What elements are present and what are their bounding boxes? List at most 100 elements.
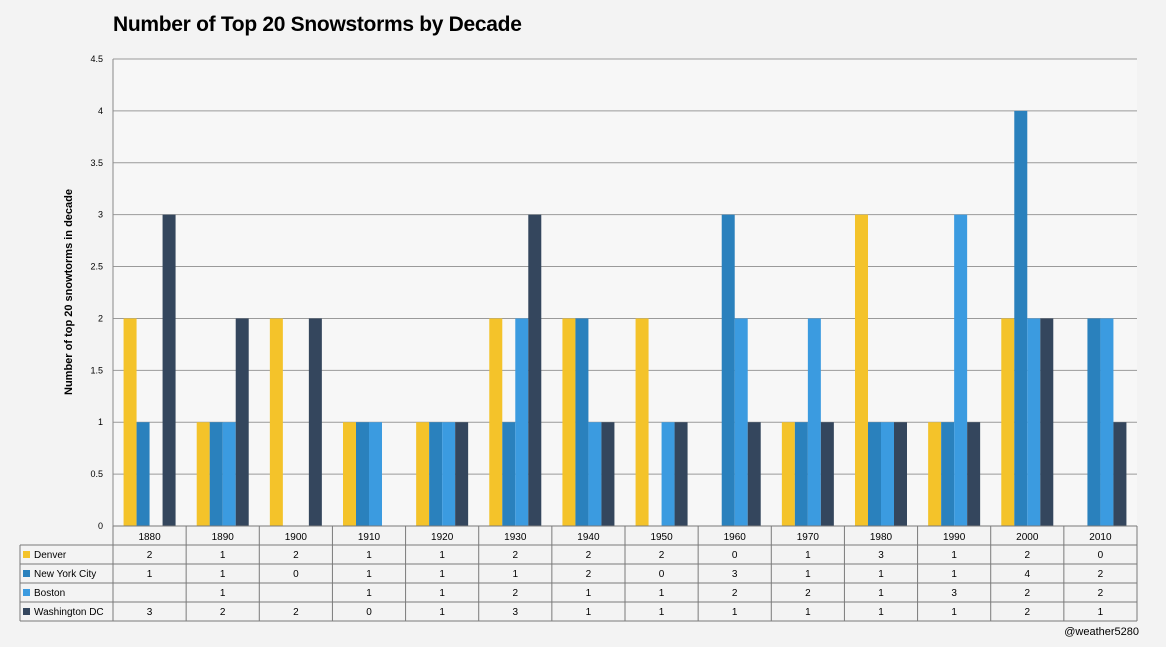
data-label: 3 — [878, 550, 884, 561]
data-label: 1 — [1098, 607, 1104, 618]
bar — [1087, 318, 1101, 526]
y-tick-label: 4 — [98, 106, 103, 116]
data-label: 1 — [805, 569, 811, 580]
data-label: 2 — [586, 569, 592, 580]
data-label: 4 — [1025, 569, 1031, 580]
data-label: 3 — [951, 588, 957, 599]
data-label: 1 — [220, 550, 226, 561]
bar — [575, 318, 589, 526]
data-label: 3 — [147, 607, 153, 618]
y-tick-label: 1 — [98, 417, 103, 427]
x-tick-label: 1930 — [504, 532, 527, 543]
legend-label: Denver — [34, 550, 67, 561]
data-label: 2 — [293, 550, 299, 561]
bar — [136, 422, 150, 526]
bar — [635, 318, 649, 526]
y-tick-label: 2.5 — [90, 262, 103, 272]
bar — [894, 422, 907, 526]
data-label: 0 — [366, 607, 372, 618]
legend-swatch — [23, 608, 30, 615]
data-label: 1 — [366, 569, 372, 580]
bar — [502, 422, 516, 526]
data-label: 0 — [659, 569, 665, 580]
data-label: 2 — [732, 588, 738, 599]
data-label: 1 — [513, 569, 519, 580]
bar — [734, 318, 748, 526]
bar — [528, 214, 542, 526]
bar — [941, 422, 955, 526]
x-tick-label: 1940 — [577, 532, 600, 543]
x-tick-label: 1910 — [358, 532, 381, 543]
x-tick-label: 1920 — [431, 532, 454, 543]
bar — [1027, 318, 1041, 526]
y-tick-label: 2 — [98, 313, 103, 323]
bar — [235, 318, 249, 526]
bar — [196, 422, 210, 526]
y-tick-label: 4.5 — [90, 54, 103, 64]
data-label: 1 — [805, 607, 811, 618]
y-tick-label: 3.5 — [90, 158, 103, 168]
plot-area — [113, 59, 1137, 526]
legend-label: Washington DC — [34, 607, 104, 618]
bar — [674, 422, 688, 526]
bar — [209, 422, 223, 526]
data-label: 2 — [1098, 569, 1104, 580]
bar — [1113, 422, 1127, 526]
bar — [162, 214, 176, 526]
bar — [868, 422, 881, 526]
chart-title: Number of Top 20 Snowstorms by Decade — [113, 13, 522, 36]
data-label: 2 — [513, 588, 519, 599]
data-label: 2 — [147, 550, 153, 561]
x-tick-label: 1900 — [285, 532, 308, 543]
data-label: 1 — [366, 588, 372, 599]
bar — [562, 318, 576, 526]
bar — [222, 422, 236, 526]
data-label: 2 — [1025, 588, 1031, 599]
legend-label: New York City — [34, 569, 96, 580]
bar — [661, 422, 675, 526]
x-tick-label: 1960 — [724, 532, 747, 543]
y-tick-label: 3 — [98, 210, 103, 220]
data-label: 2 — [1025, 607, 1031, 618]
legend-swatch — [23, 551, 30, 558]
data-label: 1 — [659, 588, 665, 599]
legend-swatch — [23, 589, 30, 596]
x-tick-label: 1880 — [138, 532, 161, 543]
bar — [123, 318, 137, 526]
bar — [455, 422, 469, 526]
credit-handle: @weather5280 — [1064, 626, 1139, 638]
bar — [881, 422, 894, 526]
legend-swatch — [23, 570, 30, 577]
y-tick-label: 1.5 — [90, 365, 103, 375]
bar — [343, 422, 356, 526]
data-label: 2 — [586, 550, 592, 561]
bar — [1001, 318, 1015, 526]
bar — [855, 214, 868, 526]
bar — [356, 422, 369, 526]
bar — [721, 214, 735, 526]
data-label: 2 — [1025, 550, 1031, 561]
bar — [269, 318, 283, 526]
data-label: 0 — [732, 550, 738, 561]
data-label: 0 — [1098, 550, 1104, 561]
data-label: 3 — [732, 569, 738, 580]
bar — [1100, 318, 1114, 526]
data-label: 0 — [293, 569, 299, 580]
data-label: 1 — [878, 588, 884, 599]
data-label: 1 — [220, 588, 226, 599]
x-tick-label: 1970 — [797, 532, 820, 543]
bar — [369, 422, 382, 526]
data-label: 1 — [439, 607, 445, 618]
data-label: 1 — [439, 588, 445, 599]
bar — [308, 318, 322, 526]
bar — [489, 318, 503, 526]
x-tick-label: 2010 — [1089, 532, 1112, 543]
data-label: 1 — [586, 588, 592, 599]
data-label: 1 — [147, 569, 153, 580]
data-label: 2 — [220, 607, 226, 618]
data-label: 1 — [951, 569, 957, 580]
bar — [794, 422, 808, 526]
x-tick-label: 1990 — [943, 532, 966, 543]
data-label: 1 — [659, 607, 665, 618]
x-tick-label: 1980 — [870, 532, 893, 543]
